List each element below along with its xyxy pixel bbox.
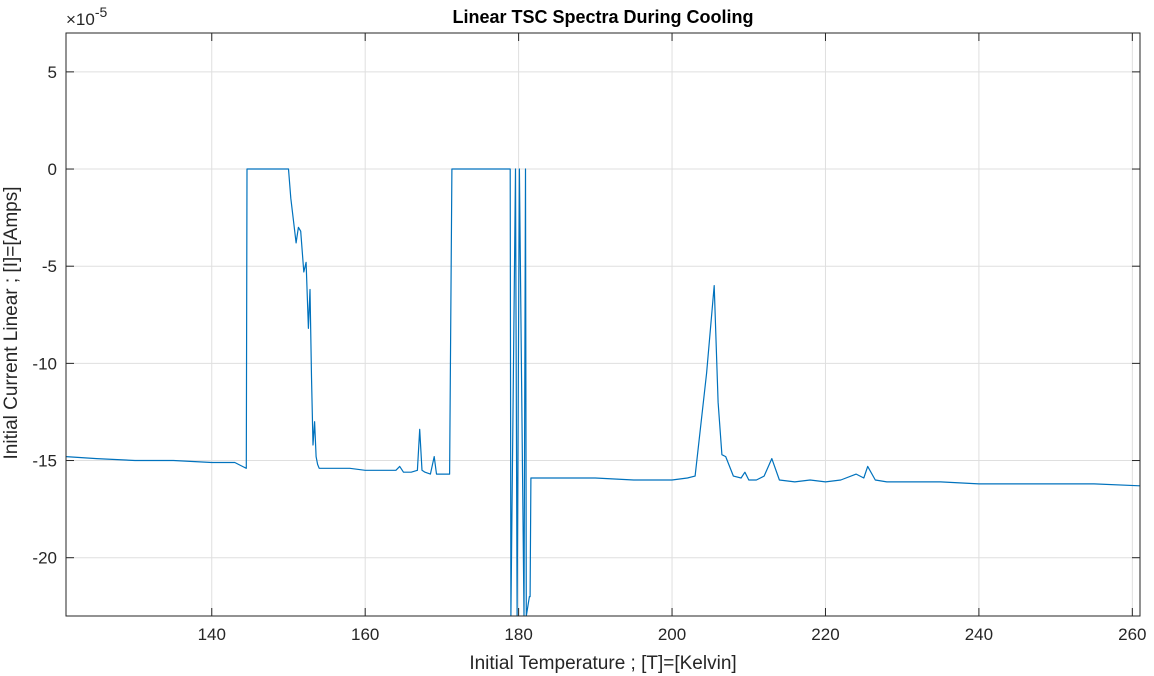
tick-marks xyxy=(66,33,1140,616)
grid-lines xyxy=(66,33,1140,616)
series-layer xyxy=(66,168,1140,616)
x-tick-label: 260 xyxy=(1118,625,1146,644)
x-tick-label: 140 xyxy=(198,625,226,644)
x-tick-labels: 140 160 180 200 220 240 260 xyxy=(198,625,1147,644)
y-axis-label: Initial Current Linear ; [I]=[Amps] xyxy=(1,187,22,460)
y-tick-label: -5 xyxy=(42,257,57,276)
y-tick-label: -10 xyxy=(32,354,57,373)
y-tick-label: 5 xyxy=(48,63,57,82)
axes-frame xyxy=(65,32,1141,617)
x-tick-label: 200 xyxy=(658,625,686,644)
y-tick-labels: 5 0 -5 -10 -15 -20 xyxy=(32,63,57,568)
x-axis-label: Initial Temperature ; [T]=[Kelvin] xyxy=(469,653,736,674)
x-tick-label: 240 xyxy=(965,625,993,644)
y-tick-label: -15 xyxy=(32,452,57,471)
series-line xyxy=(66,168,1140,616)
x-tick-label: 220 xyxy=(811,625,839,644)
y-tick-label: -20 xyxy=(32,549,57,568)
y-exponent-power: -5 xyxy=(95,4,108,20)
x-tick-label: 180 xyxy=(504,625,532,644)
y-tick-label: 0 xyxy=(48,160,57,179)
y-axis-exponent: ×10-5 xyxy=(66,4,108,29)
y-exponent-base: ×10 xyxy=(66,10,95,29)
plot-area-background xyxy=(66,33,1140,616)
chart-title: Linear TSC Spectra During Cooling xyxy=(452,7,753,27)
x-tick-label: 160 xyxy=(351,625,379,644)
